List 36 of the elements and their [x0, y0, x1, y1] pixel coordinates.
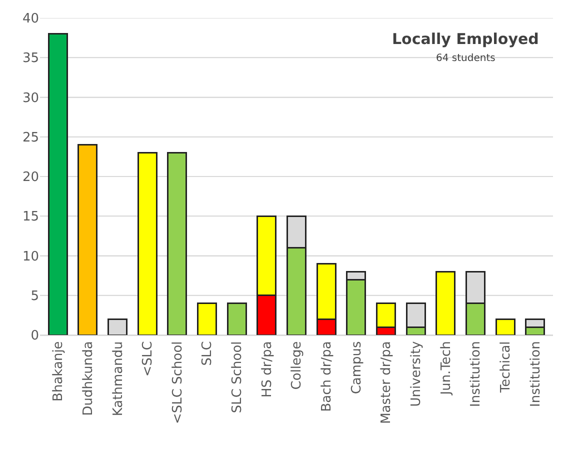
y-tick-label: 25 — [22, 130, 39, 146]
x-tick-label: SLC School — [230, 341, 246, 414]
x-tick-label: <SLC School — [170, 341, 186, 424]
x-tick-label: Bach dr/pa — [320, 341, 335, 412]
x-tick-label: Institution — [528, 341, 544, 407]
y-tick-label: 35 — [22, 51, 39, 66]
x-tick-label: Jun.Tech — [438, 341, 454, 396]
x-tick-label: Master dr/pa — [379, 341, 394, 424]
x-tick-label: Institution — [468, 341, 484, 407]
bar — [436, 270, 456, 335]
x-tick-label: <SLC — [140, 341, 156, 377]
x-tick-label: Bhakanje — [51, 341, 66, 402]
bar — [167, 152, 188, 335]
y-tick-label: 5 — [30, 288, 39, 304]
y-tick-label: 40 — [22, 12, 39, 27]
x-tick-label: Dudhkunda — [80, 341, 96, 416]
bar — [495, 318, 516, 335]
x-tick-label: HS dr/pa — [260, 341, 275, 398]
bar — [48, 33, 68, 335]
x-tick-label: Kathmandu — [110, 341, 126, 416]
x-tick-label: University — [409, 340, 424, 407]
x-tick-label: Campus — [349, 340, 364, 394]
bar — [226, 302, 247, 335]
x-tick-label: Techical — [498, 341, 514, 394]
bar — [137, 152, 158, 335]
y-tick-label: 15 — [22, 210, 39, 225]
bar — [197, 302, 218, 335]
x-tick-label: SLC — [200, 341, 216, 366]
y-tick-label: 20 — [22, 170, 39, 186]
bar — [78, 144, 98, 335]
y-tick-label: 30 — [22, 90, 39, 106]
text: Locally Employed — [392, 30, 539, 48]
x-tick-label: College — [290, 341, 305, 390]
text: 64 students — [436, 53, 496, 64]
y-tick-label: 0 — [30, 328, 39, 344]
y-tick-label: 10 — [22, 249, 39, 264]
